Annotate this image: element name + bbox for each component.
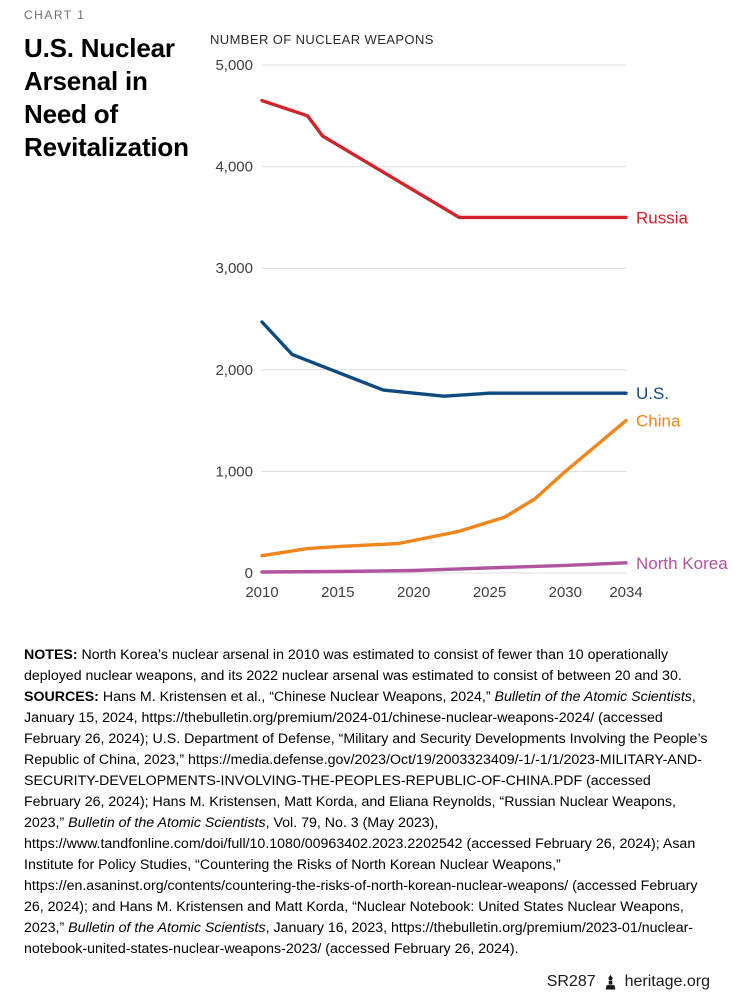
series-label-north-korea: North Korea [636,554,728,573]
text-segment: NOTES: [24,647,82,663]
chart-title: U.S. Nuclear Arsenal in Need of Revitali… [24,33,189,162]
series-line-china [260,418,628,558]
x-tick-label-2034: 2034 [609,584,642,601]
series-line-u-s [260,320,628,398]
y-tick-label-1000: 1,000 [215,463,253,480]
y-tick-label-5000: 5,000 [215,57,253,74]
source-journal-name: Bulletin of the Atomic Scientists [494,689,692,705]
heritage-logo-icon [603,974,618,990]
text-segment: SOURCES: [24,689,103,705]
notes-block: NOTES: North Korea’s nuclear arsenal in … [24,645,710,960]
y-tick-label-3000: 3,000 [215,260,253,277]
nuclear-weapons-line-chart: 0 1,000 2,000 3,000 4,000 5,000 2010 2015 2020 20… [215,57,728,601]
y-tick-label-0: 0 [245,565,253,582]
notes-text: NOTES: North Korea’s nuclear arsenal in … [24,645,710,687]
text-segment: , January 16, 2023, https://thebulletin.… [24,920,694,957]
footer-site: heritage.org [624,973,710,990]
y-tick-label-2000: 2,000 [215,362,253,379]
x-tick-label-2025: 2025 [473,584,506,601]
series-label-russia: Russia [636,208,689,227]
text-segment: Hans M. Kristensen et al., “Chinese Nucl… [102,689,495,705]
text-segment: North Korea’s nuclear arsenal in 2010 wa… [24,647,682,684]
chart-kicker: CHART 1 [24,8,86,22]
x-tick-label-2030: 2030 [549,584,582,601]
chart-column: NUMBER OF NUCLEAR WEAPONS 0 1,000 2,000 3,0… [210,32,728,611]
source-journal-name: Bulletin of the Atomic Scientists [68,815,266,831]
text-segment: , January 15, 2024, https://thebulletin.… [24,689,708,831]
source-journal-name: Bulletin of the Atomic Scientists [68,920,266,936]
series-label-u-s: U.S. [636,384,669,403]
series-label-china: China [636,412,681,431]
report-id: SR287 [546,973,596,990]
chart-title-column: U.S. Nuclear Arsenal in Need of Revitali… [24,32,210,611]
x-tick-label-2010: 2010 [245,584,278,601]
series-line-north-korea [260,561,628,574]
chart-section: U.S. Nuclear Arsenal in Need of Revitali… [24,32,728,611]
series-line-russia [260,98,628,220]
x-tick-label-2020: 2020 [397,584,430,601]
footer: SR287 heritage.org [547,973,710,991]
y-axis-title: NUMBER OF NUCLEAR WEAPONS [210,32,434,47]
text-segment: , Vol. 79, No. 3 (May 2023), https://www… [24,815,698,936]
sources-text: SOURCES: Hans M. Kristensen et al., “Chi… [24,687,710,960]
y-tick-label-4000: 4,000 [215,159,253,176]
x-tick-label-2015: 2015 [321,584,354,601]
